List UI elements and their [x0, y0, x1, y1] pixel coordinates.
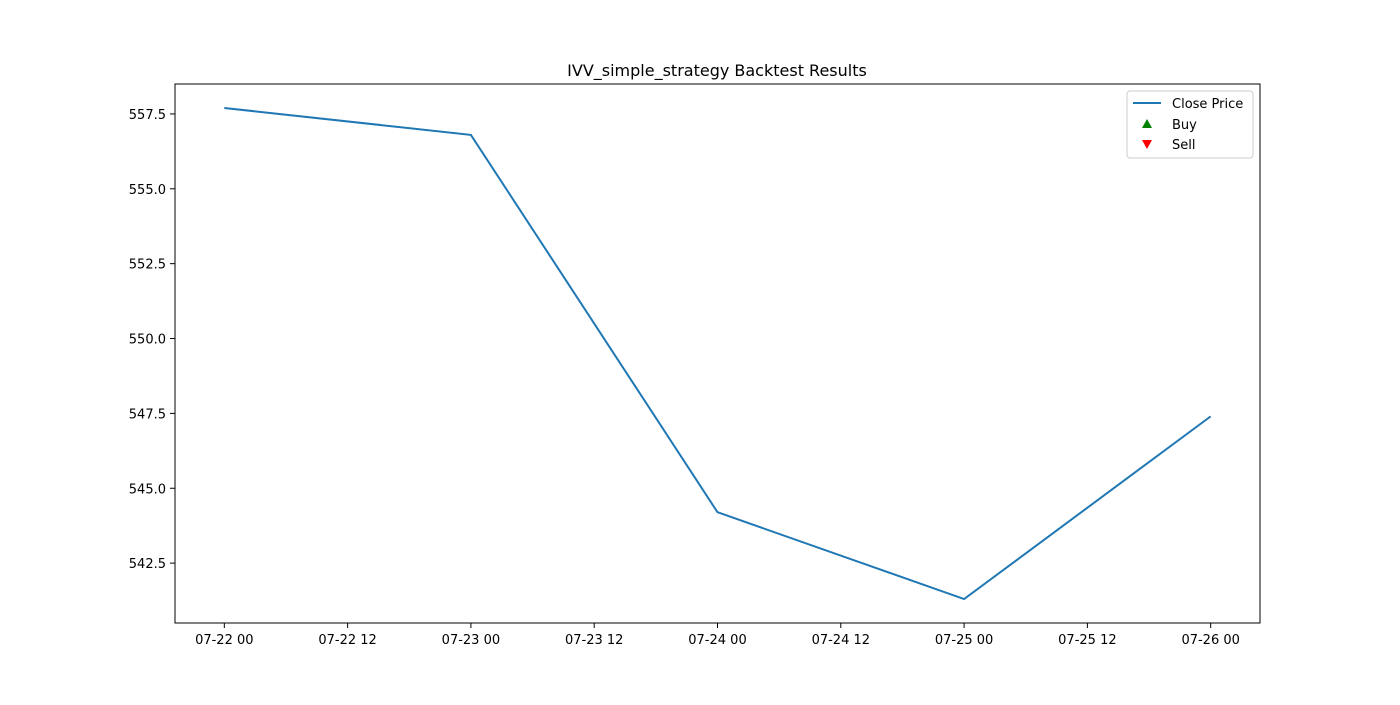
x-tick-label: 07-25 00 [935, 633, 993, 648]
chart-title: IVV_simple_strategy Backtest Results [567, 61, 867, 81]
x-tick-label: 07-24 00 [688, 633, 746, 648]
legend-label-sell: Sell [1172, 138, 1195, 153]
y-tick-label: 550.0 [129, 333, 166, 348]
legend-box [1126, 90, 1254, 159]
legend-label-buy: Buy [1172, 118, 1197, 133]
y-tick-label: 542.5 [129, 557, 166, 572]
x-tick-label: 07-25 12 [1058, 633, 1116, 648]
legend-swatch-sell [1142, 140, 1152, 149]
x-tick-label: 07-22 12 [318, 633, 376, 648]
legend-swatch-buy [1142, 119, 1152, 128]
x-tick-label: 07-22 00 [195, 633, 253, 648]
legend-label-close-price: Close Price [1172, 97, 1243, 112]
y-tick-label: 545.0 [129, 482, 166, 497]
x-tick-label: 07-23 12 [565, 633, 623, 648]
x-tick-label: 07-24 12 [812, 633, 870, 648]
x-tick-label: 07-26 00 [1181, 633, 1239, 648]
y-tick-label: 555.0 [129, 183, 166, 198]
y-tick-label: 547.5 [129, 407, 166, 422]
y-tick-label: 557.5 [129, 108, 166, 123]
y-tick-label: 552.5 [129, 258, 166, 273]
series-line-close-price [224, 106, 1212, 601]
x-tick-label: 07-23 00 [442, 633, 500, 648]
